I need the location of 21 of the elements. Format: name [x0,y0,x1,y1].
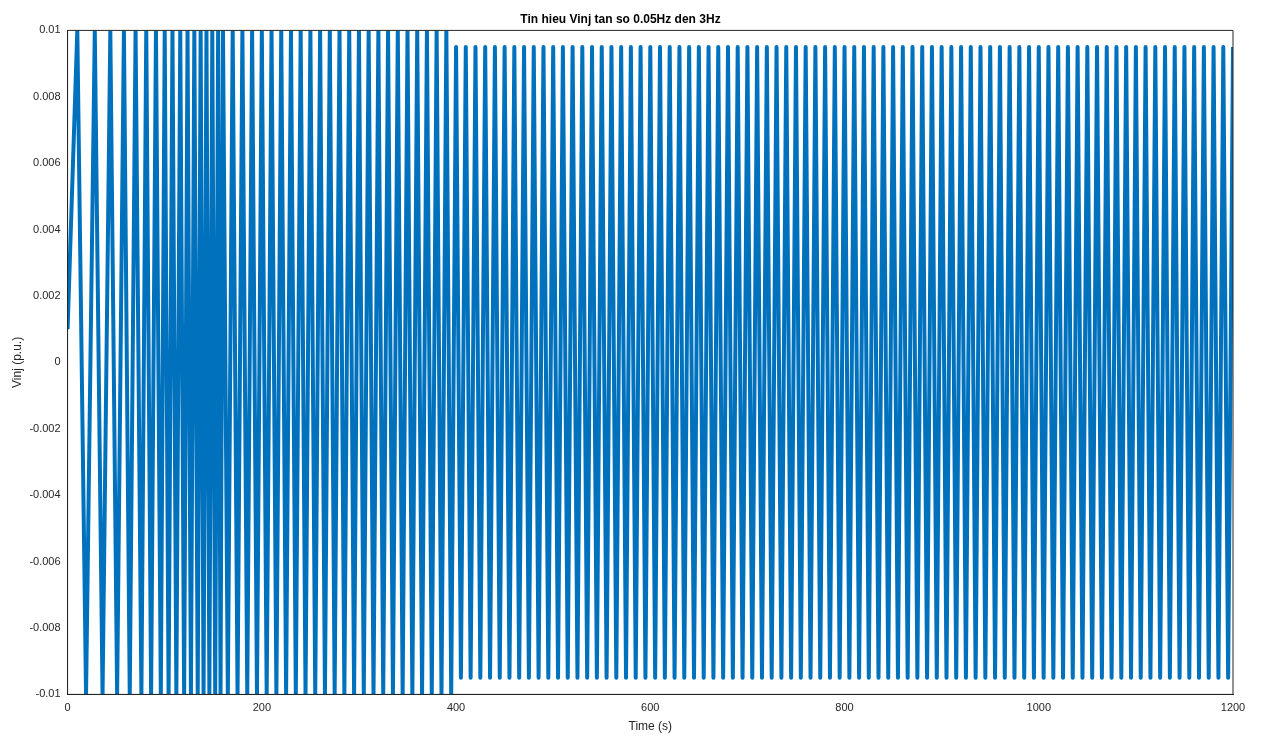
x-tick-label: 1200 [1220,701,1246,714]
y-tick-label: 0.008 [33,89,61,102]
x-tick-label: 400 [446,701,466,714]
y-tick-label: -0.006 [29,554,61,567]
y-tick-label: -0.01 [35,687,61,700]
y-tick-label: 0 [54,355,61,368]
y-tick-label: 0.004 [33,222,61,235]
x-tick-label: 200 [252,701,271,714]
x-axis-title: Time (s) [628,719,673,734]
y-axis-title: Vinj (p.u.) [9,336,24,388]
y-tick-label: -0.004 [29,488,61,501]
y-tick-label: 0.006 [33,156,61,169]
y-tick-label: 0.01 [39,23,61,36]
x-tick-label: 800 [835,701,854,714]
y-tick-label: 0.002 [33,289,61,302]
x-tick-label: 1000 [1026,701,1052,714]
x-tick-label: 0 [64,701,71,714]
x-tick-label: 600 [641,701,660,714]
chart-title: Tin hieu Vinj tan so 0.05Hz den 3Hz [520,11,721,26]
y-tick-label: -0.008 [29,621,61,634]
y-tick-label: -0.002 [29,421,61,434]
